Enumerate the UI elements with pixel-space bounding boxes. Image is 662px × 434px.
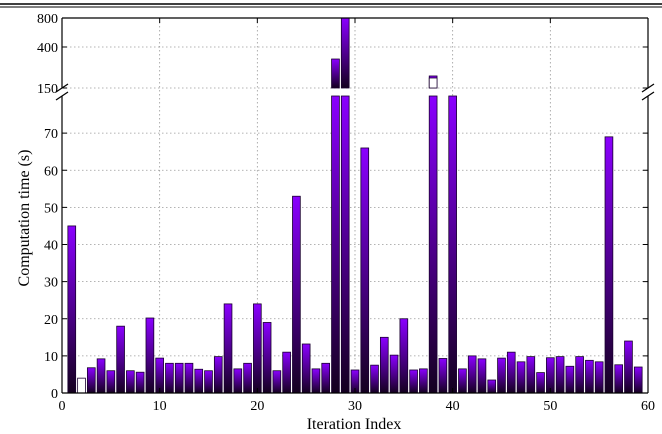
- bar-iter-54: [585, 359, 594, 394]
- bar-iter-40: [448, 95, 457, 394]
- bar-iter-6: [116, 325, 125, 394]
- axis-ticks: [61, 17, 649, 394]
- bar-iter-31: [360, 147, 370, 394]
- x-tick-label-0: 0: [59, 399, 66, 414]
- bar-iter-27: [321, 362, 331, 394]
- bar-iter-53: [575, 356, 584, 394]
- bar-iter-29: [340, 95, 350, 394]
- bar-iter-14: [194, 368, 204, 394]
- bar-iter-17: [223, 303, 233, 394]
- bar-iter-41: [458, 368, 467, 394]
- x-tick-label-50: 50: [543, 399, 557, 414]
- bar-iter-18: [233, 368, 243, 394]
- bar-iter-10: [155, 357, 164, 394]
- axis-break-mark-1b: [641, 91, 655, 101]
- bar-iter-52: [565, 365, 575, 394]
- tick-labels: 0 10 20 30 40 50 60 70 150 400 800 0 10 20 30 40 50 60: [37, 12, 655, 414]
- bar-iter-38-marker: [428, 77, 438, 89]
- bar-iter-21: [262, 322, 272, 394]
- bar-iter-50: [546, 357, 555, 394]
- y-tick-label-50: 50: [44, 201, 58, 216]
- y-tick-label-70: 70: [44, 127, 58, 142]
- bar-iter-36: [409, 369, 418, 394]
- bar-iter-13: [184, 362, 194, 394]
- bar-iter-45: [497, 357, 506, 394]
- y-axis-title: Computation time (s): [16, 150, 33, 287]
- bar-iter-23: [282, 351, 291, 394]
- bar-iter-20: [253, 303, 262, 394]
- x-tick-label-20: 20: [250, 399, 264, 414]
- bar-iter-48: [526, 356, 536, 394]
- bar-iter-59: [633, 366, 643, 394]
- bar-iter-55: [594, 361, 604, 394]
- y-tick-label-0: 0: [51, 387, 58, 402]
- y-tick-label-30: 30: [44, 276, 58, 291]
- bar-iter-12: [174, 362, 184, 394]
- axis-break-mark-0b: [55, 91, 69, 101]
- bar-iter-4: [96, 358, 106, 394]
- bar-iter-34: [389, 354, 399, 394]
- bar-iter-26: [311, 368, 321, 394]
- bar-iter-5: [106, 370, 116, 394]
- bar-iter-3: [86, 367, 96, 394]
- bar-iter-58: [624, 340, 633, 394]
- y-tick-label-10: 10: [44, 350, 58, 365]
- bar-iter-2: [77, 377, 86, 394]
- bar-iter-49: [536, 372, 545, 394]
- bar-iter-25: [301, 343, 311, 394]
- bar-iter-38: [428, 95, 438, 394]
- bar-iter-42: [467, 355, 477, 394]
- bar-iter-32: [370, 364, 379, 394]
- bar-iter-28: [331, 95, 340, 394]
- bar-iter-44: [487, 379, 497, 394]
- bar-iter-47: [516, 361, 526, 394]
- bar-iter-11: [165, 362, 174, 394]
- x-tick-label-40: 40: [446, 399, 460, 414]
- bar-iter-16: [213, 356, 223, 394]
- bar-iter-33: [379, 336, 389, 394]
- x-tick-label-60: 60: [641, 399, 655, 414]
- bar-iter-46: [506, 351, 516, 394]
- y-tick-label-150: 150: [37, 82, 58, 97]
- bar-iter-29-upper: [340, 17, 350, 89]
- y-tick-label-40: 40: [44, 239, 58, 254]
- bar-iter-39: [438, 358, 448, 394]
- bar-iter-8: [135, 371, 145, 394]
- x-axis-title: Iteration Index: [307, 416, 402, 433]
- y-tick-label-800: 800: [37, 12, 58, 27]
- y-tick-label-60: 60: [44, 164, 58, 179]
- y-tick-label-400: 400: [37, 41, 58, 56]
- bar-iter-43: [477, 358, 487, 394]
- bar-iter-7: [126, 370, 135, 394]
- x-tick-label-30: 30: [348, 399, 362, 414]
- x-tick-label-10: 10: [153, 399, 167, 414]
- bar-iter-9: [145, 317, 155, 394]
- bar-iter-56: [604, 136, 614, 394]
- bar-iter-51: [555, 356, 565, 394]
- y-tick-label-20: 20: [44, 313, 58, 328]
- bar-iter-57: [614, 364, 624, 394]
- bar-iter-35: [399, 318, 409, 394]
- bar-iter-22: [272, 370, 282, 394]
- bar-iter-1: [67, 225, 77, 394]
- bar-iter-37: [419, 368, 428, 394]
- bar-iter-28-upper: [331, 58, 340, 89]
- bar-iter-15: [204, 370, 213, 394]
- bar-iter-24: [292, 195, 301, 394]
- bar-iter-19: [243, 362, 252, 394]
